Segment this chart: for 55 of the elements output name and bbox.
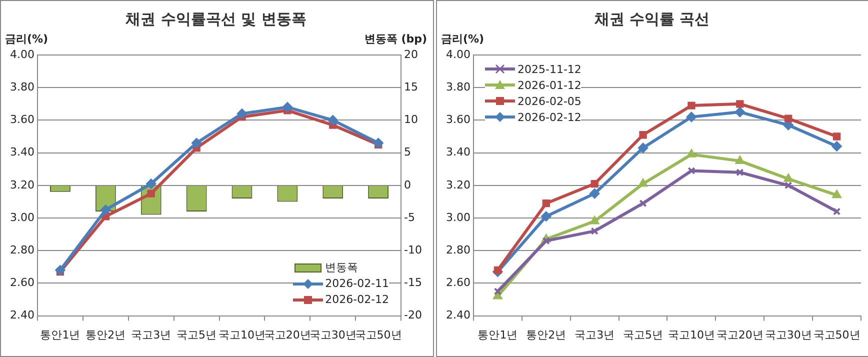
legend-label: 2026-02-12 <box>325 293 390 306</box>
x-tick-label: 국고20년 <box>264 328 311 342</box>
y-tick-label: 3.40 <box>446 146 470 159</box>
y-tick-label: 3.00 <box>446 210 470 224</box>
y-tick-label: 3.60 <box>446 113 470 126</box>
y-tick-label: 3.40 <box>10 146 34 159</box>
legend-label: 2026-02-11 <box>325 277 390 290</box>
x-tick-label: 국고10년 <box>668 328 715 342</box>
y2-tick-label: 20 <box>404 48 418 61</box>
x-tick-label: 국고50년 <box>354 328 402 342</box>
y-tick-label: 2.40 <box>10 308 34 322</box>
legend-label: 2025-11-12 <box>517 62 582 76</box>
y-axis-title: 금리(%) <box>5 32 48 46</box>
y2-tick-label: 5 <box>404 146 412 159</box>
y2-tick-label: 10 <box>404 113 418 126</box>
x-tick-label: 통안1년 <box>478 328 518 342</box>
y-tick-label: 2.80 <box>10 243 34 256</box>
y-tick-label: 4.00 <box>446 48 470 61</box>
x-tick-label: 국고50년 <box>813 328 860 342</box>
y2-tick-label: -5 <box>404 210 416 224</box>
y-tick-label: 2.60 <box>446 276 470 290</box>
x-tick-label: 국고5년 <box>176 328 217 342</box>
y-tick-label: 2.60 <box>10 276 34 290</box>
y2-tick-label: 0 <box>404 178 412 192</box>
legend-label: 변동폭 <box>325 260 358 276</box>
chart-title: 채권 수익률곡선 및 변동폭 <box>124 10 306 28</box>
x-tick-label: 통안2년 <box>86 328 126 342</box>
x-tick-label: 국고5년 <box>623 328 664 342</box>
y2-axis-title: 변동폭 (bp) <box>364 32 427 46</box>
x-tick-label: 통안1년 <box>40 328 80 342</box>
y2-tick-label: -20 <box>404 308 422 322</box>
legend-label: 2026-02-05 <box>517 94 582 108</box>
x-tick-label: 국고30년 <box>309 328 356 342</box>
y-tick-label: 2.80 <box>446 243 470 256</box>
y-tick-label: 3.00 <box>10 210 34 224</box>
x-tick-label: 통안2년 <box>526 328 566 342</box>
y2-tick-label: -15 <box>404 276 422 290</box>
x-tick-label: 국고3년 <box>131 328 172 342</box>
x-tick-label: 국고20년 <box>716 328 764 342</box>
legend-label: 2026-01-12 <box>517 78 582 92</box>
y2-tick-label: 15 <box>404 80 418 94</box>
y-axis-title: 금리(%) <box>441 32 484 46</box>
y2-tick-label: -10 <box>404 243 422 256</box>
y-tick-label: 3.80 <box>446 80 470 94</box>
x-tick-label: 국고30년 <box>764 328 812 342</box>
y-tick-label: 3.20 <box>446 178 470 192</box>
x-tick-label: 국고10년 <box>218 328 266 342</box>
chart-title: 채권 수익률 곡선 <box>593 10 710 28</box>
y-tick-label: 4.00 <box>10 48 34 61</box>
y-tick-label: 3.20 <box>10 178 34 192</box>
legend-label: 2026-02-12 <box>517 110 582 124</box>
x-tick-label: 국고3년 <box>574 328 615 342</box>
y-tick-label: 3.60 <box>10 113 34 126</box>
y-tick-label: 2.40 <box>446 308 470 322</box>
y-tick-label: 3.80 <box>10 80 34 94</box>
